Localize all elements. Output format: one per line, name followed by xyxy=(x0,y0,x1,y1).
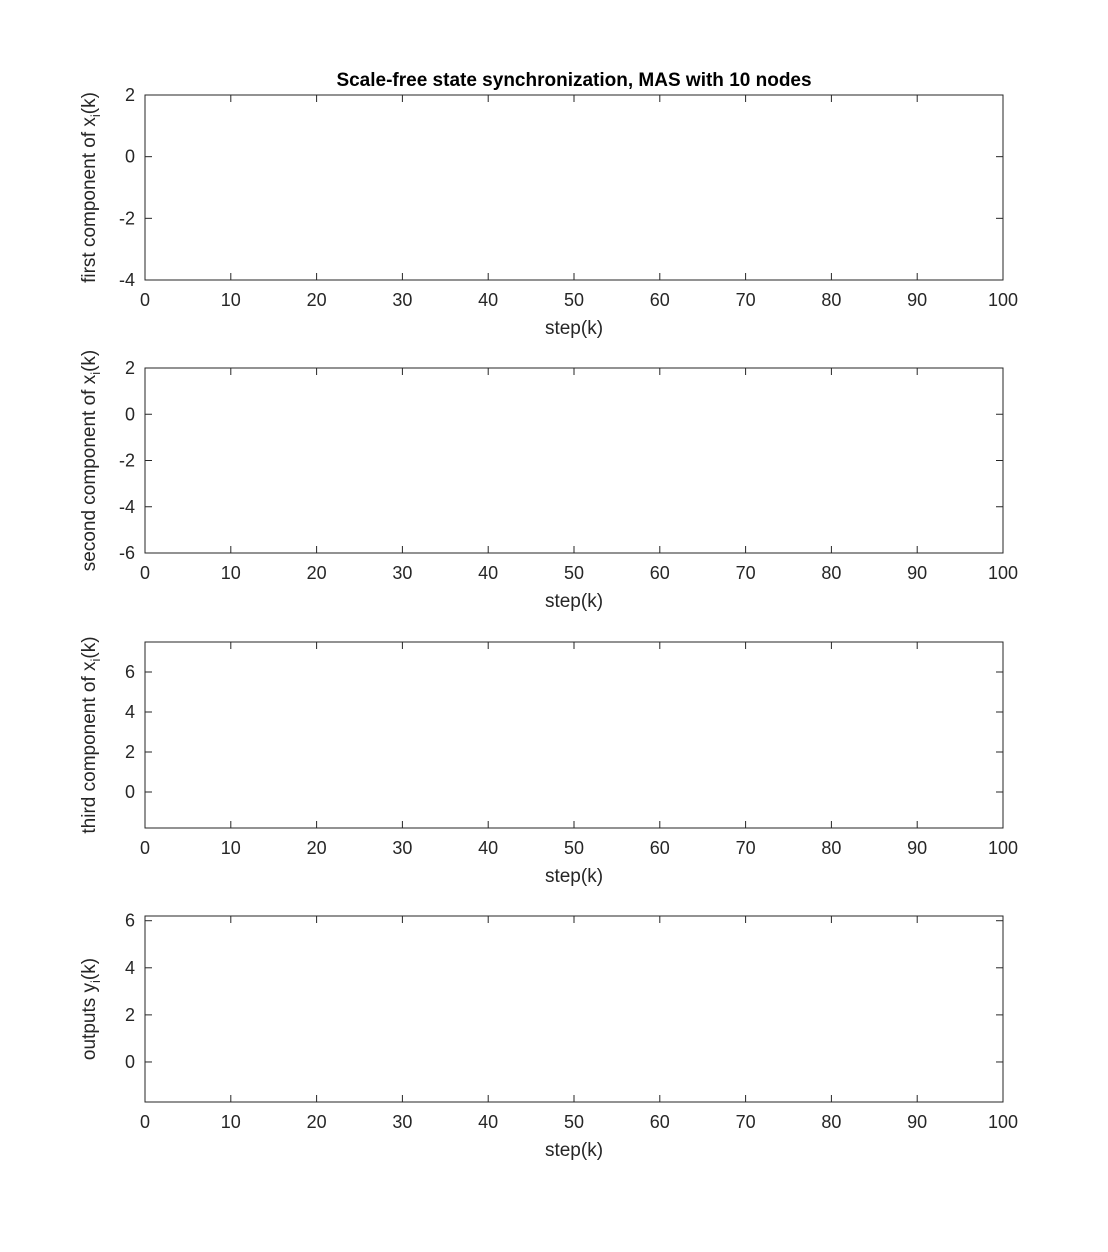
y-axis-label-text: second component of x xyxy=(79,374,100,571)
x-tick-label: 80 xyxy=(821,838,841,858)
axes-frame xyxy=(144,367,1004,554)
y-tick-label: -2 xyxy=(119,208,135,228)
y-tick-label: 2 xyxy=(125,358,135,378)
chart-title: Scale-free state synchronization, MAS wi… xyxy=(336,70,811,91)
y-axis-label-subscript: i xyxy=(88,658,103,661)
y-axis-label-subscript: i xyxy=(88,372,103,375)
x-tick-label: 90 xyxy=(907,290,927,310)
y-tick-label: 0 xyxy=(125,404,135,424)
x-tick-label: 60 xyxy=(650,838,670,858)
x-axis-label: step(k) xyxy=(545,318,603,339)
x-tick-label: 50 xyxy=(564,563,584,583)
y-axis-label: outputs yi(k) xyxy=(79,958,103,1060)
subplot-4: 0 10 20 30 40 50 60 70 80 90 100 0 2 4 6 step(k) outputs… xyxy=(79,911,1018,1161)
x-tick-label: 70 xyxy=(736,563,756,583)
x-tick-label: 90 xyxy=(907,563,927,583)
x-tick-label: 50 xyxy=(564,290,584,310)
x-tick-label: 20 xyxy=(307,1112,327,1132)
y-tick-label: -4 xyxy=(119,270,135,290)
x-tick-label: 30 xyxy=(392,838,412,858)
y-tick-label: -4 xyxy=(119,497,135,517)
x-tick-label: 40 xyxy=(478,290,498,310)
y-tick-label: 4 xyxy=(125,958,135,978)
y-tick-label: 6 xyxy=(125,662,135,682)
x-tick-label: 90 xyxy=(907,838,927,858)
x-tick-label: 100 xyxy=(988,290,1018,310)
axes-frame xyxy=(144,94,1004,281)
x-tick-label: 80 xyxy=(821,1112,841,1132)
y-tick-label: 2 xyxy=(125,1005,135,1025)
y-tick-label: -6 xyxy=(119,543,135,563)
x-tick-label: 30 xyxy=(392,1112,412,1132)
x-tick-label: 0 xyxy=(140,563,150,583)
x-tick-label: 40 xyxy=(478,838,498,858)
x-tick-label: 20 xyxy=(307,563,327,583)
x-tick-label: 0 xyxy=(140,838,150,858)
y-tick-label: 0 xyxy=(125,1052,135,1072)
x-tick-label: 60 xyxy=(650,563,670,583)
subplot-1: 0 10 20 30 40 50 60 70 80 90 100 -4 -2 0 2 step(k) first… xyxy=(79,70,1018,339)
x-tick-label: 60 xyxy=(650,290,670,310)
y-axis-label-suffix: (k) xyxy=(79,350,100,372)
x-tick-label: 80 xyxy=(821,290,841,310)
x-tick-label: 70 xyxy=(736,838,756,858)
y-axis-label-subscript: i xyxy=(88,980,103,983)
x-tick-label: 100 xyxy=(988,563,1018,583)
x-tick-label: 0 xyxy=(140,1112,150,1132)
x-axis-label: step(k) xyxy=(545,1140,603,1161)
y-tick-label: 6 xyxy=(125,911,135,931)
subplot-3: 0 10 20 30 40 50 60 70 80 90 100 0 2 4 6 step(k) third c… xyxy=(79,636,1018,887)
x-tick-label: 10 xyxy=(221,290,241,310)
x-tick-label: 0 xyxy=(140,290,150,310)
y-tick-label: 4 xyxy=(125,702,135,722)
x-tick-label: 100 xyxy=(988,1112,1018,1132)
x-tick-label: 50 xyxy=(564,1112,584,1132)
y-axis-label: second component of xi(k) xyxy=(79,350,103,572)
x-tick-label: 90 xyxy=(907,1112,927,1132)
axes-frame xyxy=(144,915,1004,1103)
y-axis-label: first component of xi(k) xyxy=(79,92,103,283)
x-tick-label: 30 xyxy=(392,563,412,583)
x-tick-label: 80 xyxy=(821,563,841,583)
y-axis-label: third component of xi(k) xyxy=(79,636,103,833)
y-axis-label-suffix: (k) xyxy=(79,636,100,658)
x-tick-label: 70 xyxy=(736,290,756,310)
x-tick-label: 10 xyxy=(221,1112,241,1132)
subplot-2: 0 10 20 30 40 50 60 70 80 90 100 -6 -4 -2 0 2 step(k) sec… xyxy=(79,350,1018,612)
y-axis-label-suffix: (k) xyxy=(79,92,100,114)
x-tick-label: 40 xyxy=(478,563,498,583)
axes-frame xyxy=(144,641,1004,829)
y-axis-label-text: first component of x xyxy=(79,117,100,283)
x-tick-label: 10 xyxy=(221,563,241,583)
y-axis-label-suffix: (k) xyxy=(79,958,100,980)
x-axis-label: step(k) xyxy=(545,591,603,612)
x-tick-label: 20 xyxy=(307,838,327,858)
y-tick-label: 2 xyxy=(125,742,135,762)
x-tick-label: 30 xyxy=(392,290,412,310)
y-tick-label: 2 xyxy=(125,85,135,105)
x-tick-label: 40 xyxy=(478,1112,498,1132)
y-tick-label: 0 xyxy=(125,782,135,802)
y-tick-label: 0 xyxy=(125,147,135,167)
x-axis-label: step(k) xyxy=(545,866,603,887)
x-tick-label: 60 xyxy=(650,1112,670,1132)
x-tick-label: 20 xyxy=(307,290,327,310)
y-axis-label-subscript: i xyxy=(88,114,103,117)
y-tick-label: -2 xyxy=(119,451,135,471)
y-axis-label-text: outputs y xyxy=(79,982,100,1060)
y-axis-label-text: third component of x xyxy=(79,661,100,834)
x-tick-label: 70 xyxy=(736,1112,756,1132)
x-tick-label: 10 xyxy=(221,838,241,858)
x-tick-label: 100 xyxy=(988,838,1018,858)
x-tick-label: 50 xyxy=(564,838,584,858)
